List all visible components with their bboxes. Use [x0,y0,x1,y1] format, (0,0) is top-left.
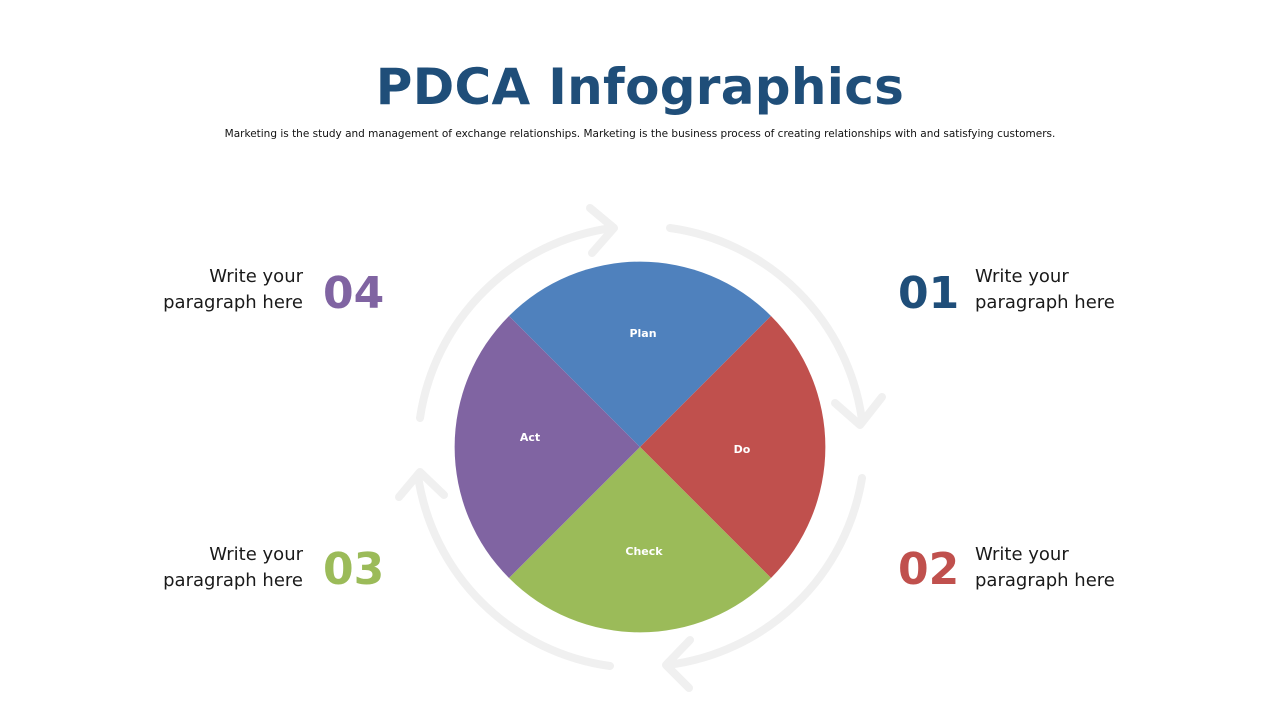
step-text-02: Write your paragraph here [975,542,1115,594]
step-number-01: 01 [898,268,960,319]
quadrant-label-act: Act [520,431,540,444]
cycle-arrowhead-top-right [831,393,886,429]
quadrant-do [640,316,826,578]
cycle-arrow-bottom-right [664,474,866,669]
step-text-line: paragraph here [163,292,303,313]
quadrant-label-plan: Plan [629,327,656,340]
step-text-03: Write your paragraph here [163,542,303,594]
cycle-arrow-top-right [666,224,866,424]
quadrant-plan [509,261,771,447]
step-text-04: Write your paragraph here [163,264,303,316]
cycle-arrowhead-bottom-left [395,468,448,501]
quadrant-act [454,316,640,578]
step-text-line: paragraph here [975,292,1115,313]
step-text-line: Write your [209,266,303,287]
step-text-line: paragraph here [975,570,1115,591]
quadrant-check [509,447,771,633]
cycle-arrow-bottom-left [414,472,614,670]
cycle-arrowhead-bottom-right [662,636,694,692]
cycle-arrowhead-top-left [586,204,618,257]
step-number-04: 04 [323,268,385,319]
quadrant-label-do: Do [734,443,751,456]
cycle-arrow-top-left [416,224,616,422]
page-title: PDCA Infographics [375,58,905,116]
step-text-01: Write your paragraph here [975,264,1115,316]
quadrant-label-check: Check [625,545,663,558]
step-number-02: 02 [898,544,960,595]
step-text-line: Write your [209,544,303,565]
step-text-line: paragraph here [163,570,303,591]
step-text-line: Write your [975,544,1069,565]
step-number-03: 03 [323,544,385,595]
page-subtitle: Marketing is the study and management of… [224,128,1056,140]
step-text-line: Write your [975,266,1069,287]
